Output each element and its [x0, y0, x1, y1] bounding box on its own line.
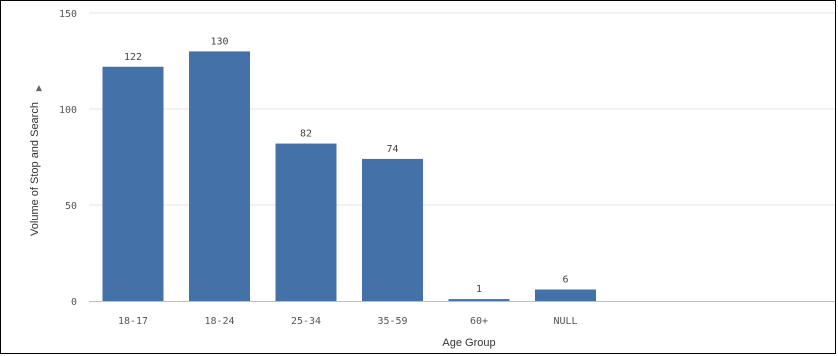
bar[interactable]	[102, 66, 164, 301]
y-tick-label: 150	[59, 9, 77, 20]
bar[interactable]	[189, 51, 250, 302]
x-tick-label: 35-59	[377, 316, 407, 327]
bars	[102, 51, 596, 302]
bar-value-label: 74	[386, 144, 398, 155]
bar-value-label: 82	[300, 129, 312, 140]
x-tick-label: NULL	[553, 316, 577, 327]
bar-value-label: 130	[210, 36, 228, 47]
bar[interactable]	[275, 143, 337, 301]
y-axis-menu-caret-icon[interactable]: ▶	[34, 84, 43, 91]
data-labels: 122 130 82 74 1 6	[124, 36, 569, 295]
x-tick-label: 18-17	[118, 316, 148, 327]
x-axis-title: Age Group	[442, 337, 495, 349]
y-tick-label: 0	[71, 297, 77, 308]
y-tick-label: 50	[65, 201, 77, 212]
bar[interactable]	[362, 158, 423, 301]
bar[interactable]	[448, 299, 510, 301]
x-tick-label: 25-34	[291, 316, 321, 327]
bar-value-label: 1	[476, 284, 482, 295]
x-axis-ticks: 18-17 18-24 25-34 35-59 60+ NULL	[118, 316, 578, 327]
y-axis-title: Volume of Stop and Search	[29, 102, 41, 236]
bar-value-label: 6	[562, 274, 568, 285]
x-tick-label: 18-24	[204, 316, 234, 327]
bar-value-label: 122	[124, 52, 142, 63]
x-tick-label: 60+	[470, 316, 488, 327]
y-tick-label: 100	[59, 105, 77, 116]
y-axis-ticks: 0 50 100 150	[59, 9, 77, 308]
bar[interactable]	[535, 289, 596, 301]
